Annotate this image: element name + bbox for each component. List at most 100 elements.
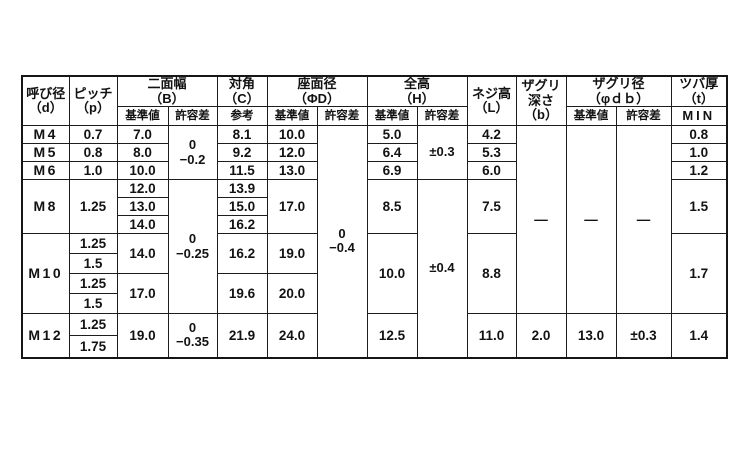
cell-m4-diagonal: 8.1: [216, 125, 268, 145]
cell-m6-thread-height: 6.0: [466, 161, 517, 181]
cell-m8-diagonal-3: 16.2: [216, 215, 268, 235]
cell-m10-pitch-1: 1.25: [68, 233, 118, 255]
cell-m10-pitch-4: 1.5: [68, 293, 118, 315]
cell-counterbore-dia-tol-m12: ±0.3: [615, 313, 672, 359]
header-total-height: 全高 （H）: [366, 75, 468, 108]
spec-table-wrapper: 呼び径 （d） ピッチ （p） 二面幅 （B） 対角 （C） 座面径 （ΦD） …: [21, 75, 728, 359]
header-nominal-diameter: 呼び径 （d）: [21, 75, 70, 127]
header-counterbore-depth: ザグリ 深さ （b）: [515, 75, 567, 127]
header-diagonal: 対角 （C）: [216, 75, 268, 108]
cell-height-tol-m4-m6: ±0.3: [416, 125, 468, 181]
header-counterbore-diameter: ザグリ径 （φｄｂ）: [565, 75, 672, 108]
cell-m8-flats-std-2: 13.0: [116, 197, 169, 217]
cell-counterbore-dia-std-m4-m10: —: [565, 125, 617, 315]
cell-m4-height-std: 5.0: [366, 125, 418, 145]
subheader-B-tolerance: 許容差: [167, 106, 218, 127]
cell-m8-flats-std-1: 12.0: [116, 179, 169, 199]
cell-m8-height-std: 8.5: [366, 179, 418, 235]
cell-m5-bearing-std: 12.0: [266, 143, 318, 163]
cell-m10-flange-thickness: 1.7: [670, 233, 728, 315]
cell-m5-flange-thickness: 1.0: [670, 143, 728, 163]
subheader-C-reference: 参考: [216, 106, 268, 127]
cell-m8-diagonal-1: 13.9: [216, 179, 268, 199]
cell-m10-diagonal-1: 16.2: [216, 233, 268, 275]
header-flange-thickness: ツバ厚 （t）: [670, 75, 728, 108]
cell-m12-diameter: M12: [21, 313, 70, 359]
header-sub-row: 基準値 許容差 参考 基準値 許容差 基準値 許容差 基準値 許容差 MIN: [22, 106, 728, 127]
cell-m10-diameter: M10: [21, 233, 70, 315]
dimension-spec-table: 呼び径 （d） ピッチ （p） 二面幅 （B） 対角 （C） 座面径 （ΦD） …: [21, 75, 728, 359]
cell-m10-bearing-std-1: 19.0: [266, 233, 318, 275]
cell-m12-thread-height: 11.0: [466, 313, 517, 359]
cell-m12-flange-thickness: 1.4: [670, 313, 728, 359]
cell-m8-thread-height: 7.5: [466, 179, 517, 235]
row-m6: M6 1.0 10.0 11.5 13.0 6.9 6.0 1.2: [21, 161, 728, 181]
cell-m6-diagonal: 11.5: [216, 161, 268, 181]
row-m12-1: M12 1.25 19.0 0 −0.35 21.9 24.0 12.5 11.…: [21, 313, 728, 359]
cell-m5-diameter: M5: [21, 143, 70, 163]
cell-m6-diameter: M6: [21, 161, 70, 181]
cell-m4-bearing-std: 10.0: [266, 125, 318, 145]
subheader-H-tolerance: 許容差: [416, 106, 468, 127]
cell-m12-diagonal: 21.9: [216, 313, 268, 359]
cell-height-tol-m8-m12: ±0.4: [416, 179, 468, 359]
cell-m12-pitch-1: 1.25: [68, 313, 118, 337]
cell-m12-bearing-std: 24.0: [266, 313, 318, 359]
cell-m4-diameter: M4: [21, 125, 70, 145]
cell-m8-diagonal-2: 15.0: [216, 197, 268, 217]
subheader-D-standard: 基準値: [266, 106, 318, 127]
cell-m6-pitch: 1.0: [68, 161, 118, 181]
row-m5: M5 0.8 8.0 9.2 12.0 6.4 5.3 1.0: [21, 143, 728, 163]
cell-flats-tol-m8-m10: 0 −0.25: [167, 179, 218, 315]
cell-m10-flats-std-2: 17.0: [116, 273, 169, 315]
cell-m4-pitch: 0.7: [68, 125, 118, 145]
cell-counterbore-depth-m12: 2.0: [515, 313, 567, 359]
cell-m4-flange-thickness: 0.8: [670, 125, 728, 145]
cell-m10-thread-height: 8.8: [466, 233, 517, 315]
cell-m10-diagonal-2: 19.6: [216, 273, 268, 315]
cell-m8-flats-std-3: 14.0: [116, 215, 169, 235]
cell-flats-tol-m4-m6: 0 −0.2: [167, 125, 218, 181]
cell-m12-height-std: 12.5: [366, 313, 418, 359]
row-m8-1: M8 1.25 12.0 0 −0.25 13.9 17.0 8.5 ±0.4 …: [21, 179, 728, 359]
cell-m8-diameter: M8: [21, 179, 70, 235]
subheader-D-tolerance: 許容差: [316, 106, 368, 127]
header-thread-height: ネジ高 （L）: [466, 75, 517, 127]
cell-m10-height-std: 10.0: [366, 233, 418, 315]
cell-m6-height-std: 6.9: [366, 161, 418, 181]
row-m10-1: M10 1.25 14.0 16.2 19.0 10.0 8.8 1.7: [21, 233, 728, 315]
subheader-db-standard: 基準値: [565, 106, 617, 127]
subheader-B-standard: 基準値: [116, 106, 169, 127]
cell-m8-flange-thickness: 1.5: [670, 179, 728, 235]
row-m12-2: 1.75: [22, 335, 727, 359]
cell-m6-flange-thickness: 1.2: [670, 161, 728, 181]
cell-m6-bearing-std: 13.0: [266, 161, 318, 181]
row-m10-2: 1.5: [22, 253, 727, 275]
row-m4: M4 0.7 7.0 0 −0.2 8.1 10.0 0 −0.4 5.0 ±0…: [21, 125, 728, 359]
header-bearing-surface-diameter: 座面径 （ΦD）: [266, 75, 368, 108]
cell-m4-thread-height: 4.2: [466, 125, 517, 145]
cell-m5-flats-std: 8.0: [116, 143, 169, 163]
cell-m12-flats-std: 19.0: [116, 313, 169, 359]
cell-counterbore-depth-m4-m10: —: [515, 125, 567, 315]
header-width-across-flats: 二面幅 （B）: [116, 75, 218, 108]
cell-m12-pitch-2: 1.75: [68, 335, 118, 359]
subheader-db-tolerance: 許容差: [615, 106, 672, 127]
cell-bearing-tol-all: 0 −0.4: [316, 125, 368, 359]
cell-m5-pitch: 0.8: [68, 143, 118, 163]
header-pitch: ピッチ （p）: [68, 75, 118, 127]
cell-m5-diagonal: 9.2: [216, 143, 268, 163]
subheader-t-min: MIN: [670, 106, 728, 127]
cell-m10-flats-std-1: 14.0: [116, 233, 169, 275]
cell-m10-bearing-std-2: 20.0: [266, 273, 318, 315]
cell-m10-pitch-3: 1.25: [68, 273, 118, 295]
cell-m4-flats-std: 7.0: [116, 125, 169, 145]
header-group-row: 呼び径 （d） ピッチ （p） 二面幅 （B） 対角 （C） 座面径 （ΦD） …: [21, 75, 728, 127]
cell-m8-pitch: 1.25: [68, 179, 118, 235]
cell-m8-bearing-std: 17.0: [266, 179, 318, 235]
cell-m5-height-std: 6.4: [366, 143, 418, 163]
row-m10-3: 1.25 17.0 19.6 20.0: [22, 273, 727, 315]
cell-m6-flats-std: 10.0: [116, 161, 169, 181]
cell-counterbore-dia-tol-m4-m10: —: [615, 125, 672, 315]
cell-m5-thread-height: 5.3: [466, 143, 517, 163]
